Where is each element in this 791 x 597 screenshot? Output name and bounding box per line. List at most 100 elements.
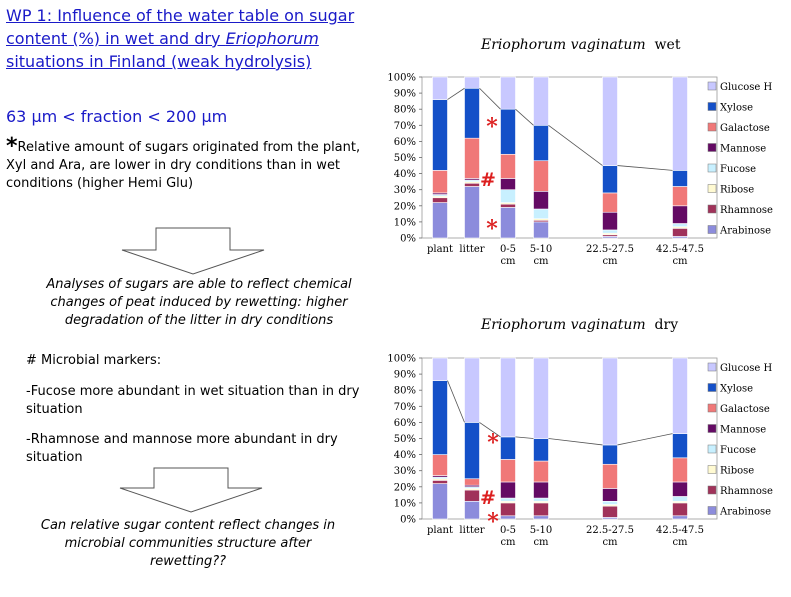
dry-legend-swatch <box>707 424 717 433</box>
chart-dry-condition: dry <box>654 317 679 333</box>
wet-bar-5-fucose <box>672 223 688 228</box>
dry-bar-3-rhamnose <box>533 502 549 517</box>
dry-xtick-label: 5-10 cm <box>530 525 552 548</box>
note-star: * <box>6 134 18 159</box>
title-line-3: situations in Finland (weak hydrolysis) <box>6 52 312 71</box>
wet-ytick-label: 60% <box>394 137 416 148</box>
wet-legend-swatch <box>707 184 717 193</box>
wet-bar-1-arabinose <box>464 186 480 239</box>
dry-bar-3-fucose <box>533 497 549 502</box>
wet-bar-1-galactose <box>464 137 480 179</box>
question-text: Can relative sugar content reflect chang… <box>40 518 336 569</box>
dry-bar-1-xylose <box>464 422 480 480</box>
chart-wet-title: Eriophorum vaginatum wet <box>481 37 680 53</box>
dry-bar-2-glucose-h <box>500 357 516 438</box>
dry-connector-line <box>548 438 603 446</box>
dry-legend-label: Rhamnose <box>720 486 773 497</box>
dry-legend-swatch <box>707 362 717 372</box>
dry-legend-swatch <box>707 485 717 495</box>
dry-bar-1-arabinose <box>464 500 480 520</box>
dry-ytick-label: 20% <box>394 482 416 493</box>
note-text: Relative amount of sugars originated fro… <box>6 140 361 191</box>
dry-ytick-label: 30% <box>394 466 416 477</box>
wet-bar-4-xylose <box>602 165 618 194</box>
dry-ytick-label: 0% <box>400 515 416 526</box>
wet-bar-5-galactose <box>672 186 688 207</box>
dry-ytick-label: 90% <box>394 370 416 381</box>
dry-annotation: * <box>487 509 499 535</box>
wet-bar-1-glucose-h <box>464 76 480 89</box>
dry-bar-3-arabinose <box>533 515 549 520</box>
dry-legend-swatch <box>707 403 717 413</box>
dry-connector-line <box>447 380 465 423</box>
down-arrow-icon-2 <box>119 467 263 513</box>
wet-xtick-label: 0-5 cm <box>500 244 516 267</box>
wet-ytick-label: 0% <box>400 234 416 245</box>
chart-wet: 0% 10% 20% 30% 40% 50% 60% 70% 80% 90% 100% plant li… <box>387 73 773 268</box>
wet-connector-line <box>548 124 603 166</box>
dry-bar-1-rhamnose <box>464 489 480 502</box>
wet-bar-4-glucose-h <box>602 76 618 166</box>
dry-bar-0-arabinose <box>432 483 448 520</box>
dry-ytick-label: 60% <box>394 418 416 429</box>
wet-ytick-label: 100% <box>387 73 416 84</box>
chart-dry-species: Eriophorum vaginatum <box>481 317 646 333</box>
dry-bar-2-rhamnose <box>500 502 516 517</box>
wet-bar-1-xylose <box>464 87 480 139</box>
wet-connector-line <box>479 87 501 110</box>
dry-connector-line <box>617 433 673 446</box>
dry-bar-4-rhamnose <box>602 505 618 518</box>
dry-legend-swatch <box>707 444 717 454</box>
wet-ytick-label: 40% <box>394 169 416 180</box>
wet-legend-label: Xylose <box>720 103 753 114</box>
wet-legend-swatch <box>707 225 717 234</box>
wet-ytick-label: 30% <box>394 185 416 196</box>
wet-connector-line <box>447 87 465 100</box>
wet-legend-label: Glucose H <box>720 82 772 93</box>
wet-connector-line <box>515 108 534 126</box>
wet-bar-5-rhamnose <box>672 228 688 237</box>
dry-bar-2-arabinose <box>500 515 516 520</box>
wet-bar-2-galactose <box>500 153 516 179</box>
dry-bar-5-mannose <box>672 481 688 497</box>
dry-xtick-label: litter <box>459 525 484 536</box>
relative-amount-note: *Relative amount of sugars originated fr… <box>6 136 376 193</box>
wet-legend-label: Mannose <box>720 144 766 155</box>
dry-xtick-label: 22.5-27.5 cm <box>586 525 634 548</box>
title-line-2b: Eriophorum <box>225 29 319 48</box>
dry-legend-label: Fucose <box>720 445 756 456</box>
wet-bar-3-xylose <box>533 124 549 162</box>
wet-legend-swatch <box>707 143 717 152</box>
wet-legend-label: Galactose <box>720 123 770 134</box>
markers-heading: # Microbial markers: <box>26 353 162 368</box>
dry-bar-5-glucose-h <box>672 357 688 434</box>
dry-bar-5-galactose <box>672 457 688 483</box>
dry-legend-label: Galactose <box>720 404 770 415</box>
dry-bar-2-fucose <box>500 497 516 502</box>
wet-bar-2-xylose <box>500 108 516 155</box>
wet-bar-0-xylose <box>432 99 448 171</box>
wet-ytick-label: 80% <box>394 105 416 116</box>
dry-bar-1-glucose-h <box>464 357 480 423</box>
dry-legend-label: Mannose <box>720 425 766 436</box>
dry-bar-3-glucose-h <box>533 357 549 439</box>
wet-annotation: * <box>486 216 498 242</box>
wet-ytick-label: 90% <box>394 89 416 100</box>
dry-bar-2-mannose <box>500 481 516 499</box>
wet-bar-0-arabinose <box>432 202 448 239</box>
dry-ytick-label: 100% <box>387 354 416 365</box>
dry-bar-3-xylose <box>533 438 549 462</box>
dry-xtick-label: plant <box>427 525 453 536</box>
wet-ytick-label: 50% <box>394 153 416 164</box>
dry-bar-0-xylose <box>432 380 448 455</box>
dry-bar-5-fucose <box>672 496 688 502</box>
dry-bar-0-glucose-h <box>432 357 448 381</box>
wet-bar-2-arabinose <box>500 207 516 239</box>
dry-bar-2-galactose <box>500 459 516 483</box>
dry-ytick-label: 70% <box>394 402 416 413</box>
dry-ytick-label: 10% <box>394 498 416 509</box>
markers-point-2: -Rhamnose and mannose more abundant in d… <box>26 432 338 465</box>
wet-legend-swatch <box>707 204 717 214</box>
dry-bar-5-arabinose <box>672 515 688 520</box>
chart-wet-condition: wet <box>654 37 681 53</box>
